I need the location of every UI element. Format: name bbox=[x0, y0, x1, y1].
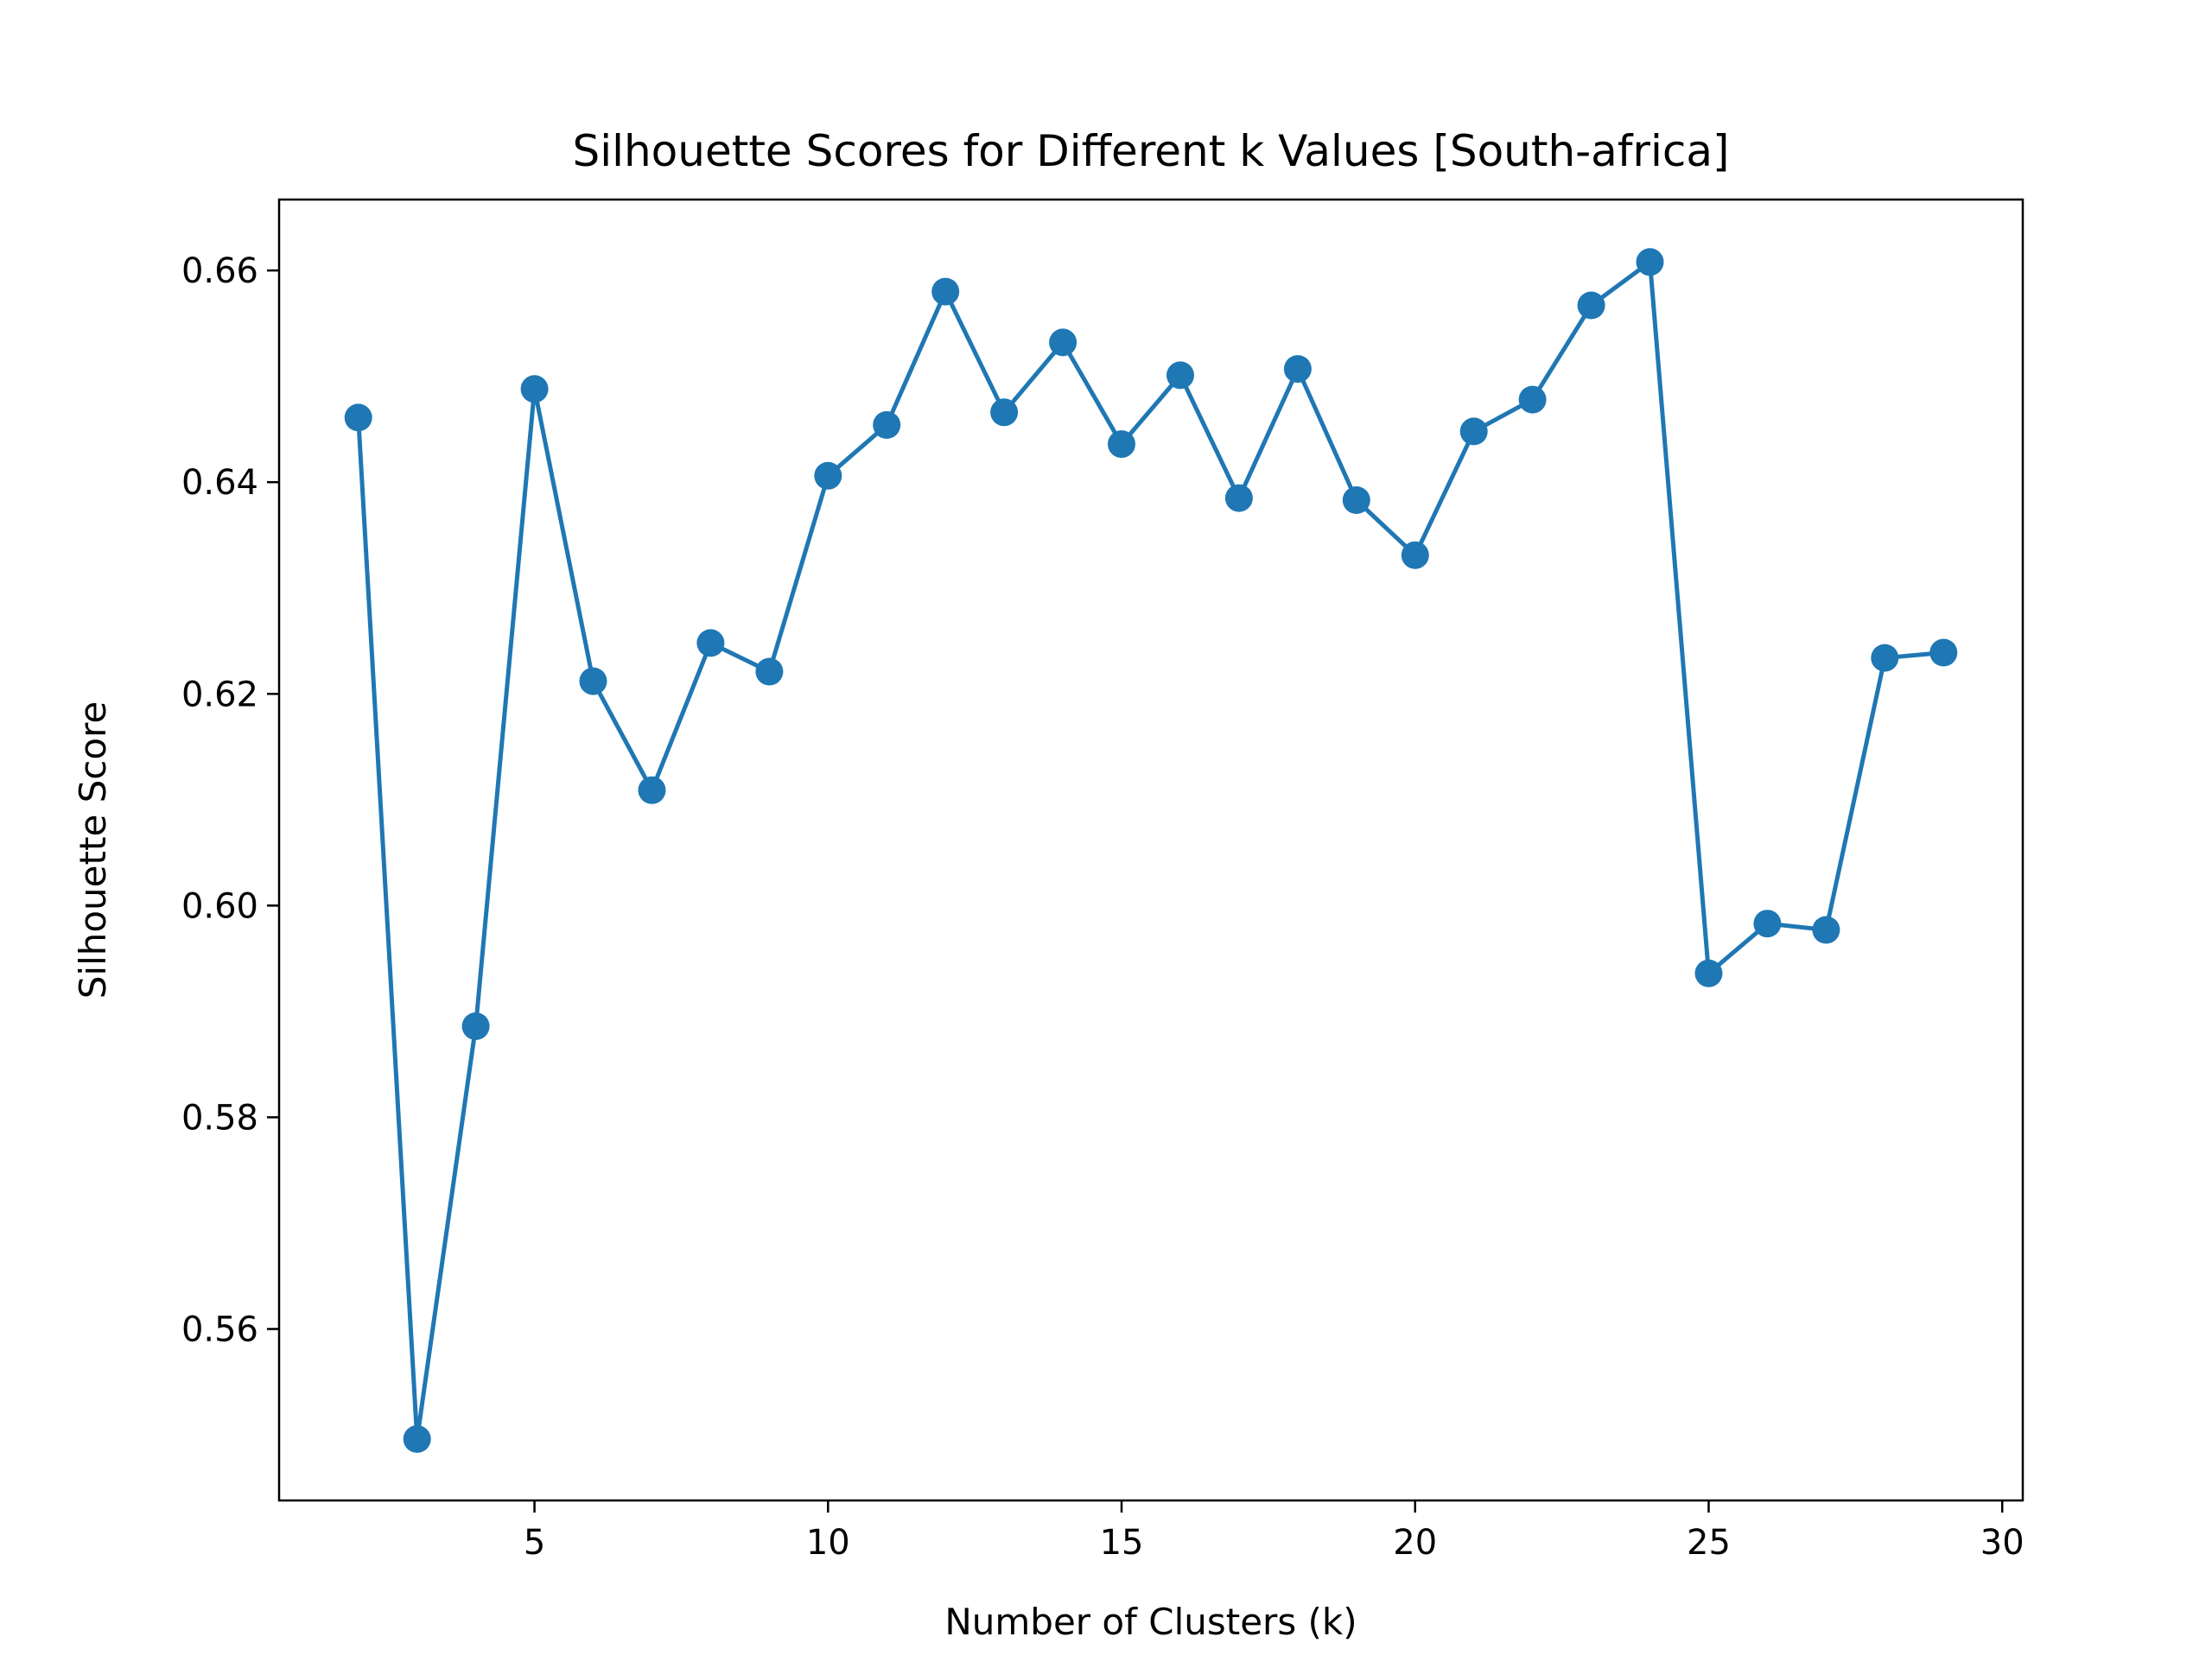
y-axis-label: Silhouette Score bbox=[72, 701, 114, 999]
y-tick-label: 0.62 bbox=[181, 675, 258, 714]
data-point bbox=[1108, 430, 1135, 459]
data-point bbox=[931, 277, 960, 306]
y-tick-label: 0.60 bbox=[181, 886, 258, 926]
data-point bbox=[1871, 644, 1899, 672]
data-point bbox=[461, 1012, 490, 1040]
data-point bbox=[814, 461, 842, 490]
data-point bbox=[403, 1424, 431, 1453]
data-point bbox=[755, 657, 784, 686]
x-axis: 5 10 15 20 25 30 bbox=[524, 1500, 2024, 1563]
data-point bbox=[1694, 959, 1723, 987]
x-axis-label: Number of Clusters (k) bbox=[944, 1601, 1357, 1643]
x-tick-label: 30 bbox=[1980, 1523, 2024, 1563]
data-point bbox=[873, 411, 901, 439]
data-point bbox=[1518, 385, 1547, 414]
plot-frame bbox=[277, 198, 2024, 1502]
data-point bbox=[990, 398, 1019, 427]
plot-area bbox=[344, 248, 1958, 1453]
x-tick-label: 20 bbox=[1393, 1523, 1437, 1563]
y-tick-label: 0.64 bbox=[181, 463, 258, 503]
x-tick-label: 15 bbox=[1100, 1523, 1144, 1563]
data-point bbox=[1401, 541, 1429, 569]
data-point bbox=[1753, 910, 1782, 938]
y-tick-label: 0.66 bbox=[181, 251, 258, 291]
data-point bbox=[1166, 361, 1194, 390]
chart-title: Silhouette Scores for Different k Values… bbox=[572, 126, 1729, 176]
data-point bbox=[1283, 355, 1312, 384]
data-point bbox=[344, 403, 372, 432]
data-point bbox=[579, 667, 607, 695]
data-point bbox=[1636, 248, 1664, 276]
x-tick-label: 5 bbox=[524, 1523, 545, 1563]
data-point bbox=[1577, 291, 1605, 320]
x-tick-label: 10 bbox=[806, 1523, 850, 1563]
y-tick-label: 0.56 bbox=[181, 1310, 258, 1349]
data-point bbox=[1812, 916, 1840, 944]
data-point bbox=[520, 375, 549, 403]
data-point bbox=[1049, 328, 1077, 357]
data-point bbox=[1459, 417, 1488, 446]
data-point bbox=[1929, 638, 1958, 667]
y-axis: 0.56 0.58 0.60 0.62 0.64 0.66 bbox=[181, 251, 279, 1349]
data-point bbox=[1224, 484, 1253, 512]
data-point bbox=[696, 629, 725, 657]
series-line bbox=[356, 259, 1944, 1442]
data-point bbox=[638, 776, 666, 804]
y-tick-label: 0.58 bbox=[181, 1098, 258, 1138]
data-point bbox=[1342, 486, 1370, 514]
x-tick-label: 25 bbox=[1687, 1523, 1731, 1563]
